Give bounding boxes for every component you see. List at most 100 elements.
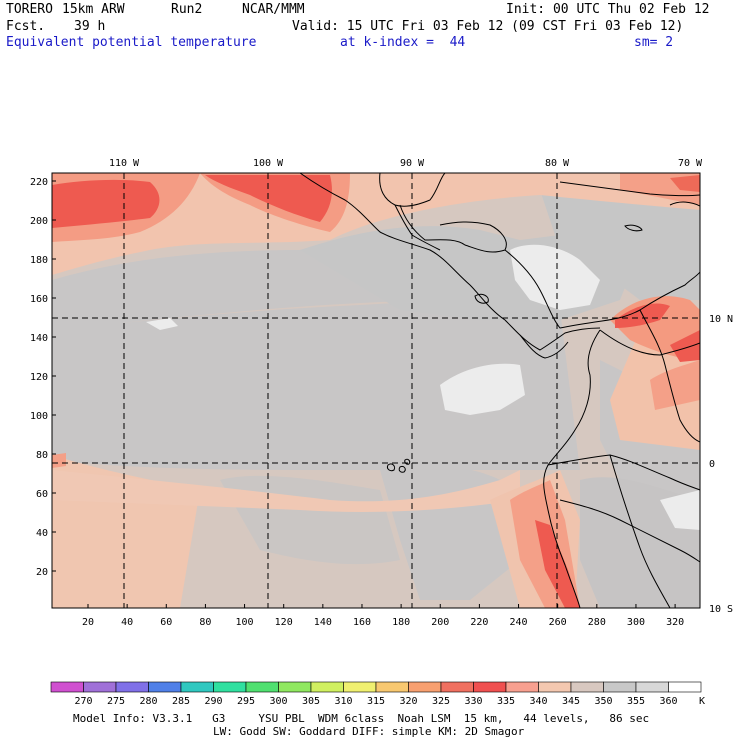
model-info: Model Info: V3.3.1 G3 YSU PBL WDM 6class…: [73, 712, 650, 725]
colorbar-swatch: [635, 681, 669, 693]
colorbar-unit: K: [699, 696, 705, 707]
colorbar-label: 335: [497, 696, 515, 707]
peach-south-belt: [52, 470, 520, 512]
y-tick-label: 40: [36, 528, 48, 539]
y-tick-label: 60: [36, 489, 48, 500]
colorbar-swatch: [83, 681, 117, 693]
colorbar-label: 355: [627, 696, 645, 707]
red-venezuela: [670, 330, 700, 362]
colorbar-label: 320: [399, 696, 417, 707]
colorbar-label: 280: [139, 696, 157, 707]
x-axis-ticks: 20 40 60 80 100 120 140 160 180 200 220 240 260 280 30…: [82, 604, 684, 628]
peach-north: [52, 173, 700, 275]
colorbar-swatch: [603, 681, 637, 693]
x-tick-label: 320: [666, 617, 684, 628]
y-tick-label: 80: [36, 450, 48, 461]
x-tick-label: 120: [275, 617, 293, 628]
forecast-hour: 39 h: [74, 19, 106, 34]
y-tick-label: 160: [30, 294, 48, 305]
grey-patch-ne: [540, 184, 700, 300]
red-nw: [52, 179, 160, 228]
colorbar-swatch: [115, 681, 149, 693]
lat-label: 10 N: [709, 314, 733, 325]
theta-e-field: [52, 173, 700, 608]
model-resolution: 15km ARW: [62, 2, 125, 17]
colorbar-swatch: [668, 681, 702, 693]
caribbean-coast: [504, 249, 700, 329]
lon-label: 90 W: [400, 158, 425, 169]
physics-info: LW: Godd SW: Goddard DIFF: simple KM: 2D…: [213, 725, 525, 738]
border-venezuela: [639, 309, 700, 443]
colorbar-label: 295: [237, 696, 255, 707]
init-time: Init: 00 UTC Thu 02 Feb 12: [506, 2, 710, 17]
model-org: NCAR/MMM: [242, 2, 305, 17]
field-name: Equivalent potential temperature: [6, 35, 257, 50]
white-patch-nica: [510, 244, 600, 310]
longitude-labels: 110 W 100 W 90 W 80 W 70 W: [109, 158, 703, 169]
galapagos: [387, 458, 411, 473]
colorbar-label: 350: [594, 696, 612, 707]
salmon-east-strip: [650, 360, 700, 410]
colorbar-swatch: [408, 681, 442, 693]
jamaica: [624, 224, 643, 232]
colorbar-swatch: [440, 681, 474, 693]
x-tick-label: 60: [160, 617, 172, 628]
lon-label: 100 W: [253, 158, 284, 169]
colorbar-label: 290: [204, 696, 222, 707]
colorbar-swatch: [473, 681, 507, 693]
colorbar-swatch: [148, 681, 182, 693]
coastlines: [299, 173, 700, 608]
smoothing-label: sm= 2: [634, 35, 674, 50]
colorbar-label: 270: [74, 696, 92, 707]
panama-isthmus: [519, 334, 569, 359]
x-tick-label: 220: [470, 617, 488, 628]
y-tick-label: 120: [30, 372, 48, 383]
colorbar-swatch: [213, 681, 247, 693]
colorbar-label: 310: [334, 696, 352, 707]
colorbar-swatch: [310, 681, 344, 693]
map-border: [51, 172, 701, 609]
y-tick-label: 220: [30, 177, 48, 188]
y-axis-ticks: 220 200 180 160 140 120 100 80 60 40 20: [30, 177, 56, 578]
central-america-coast: [299, 173, 601, 351]
lon-label: 80 W: [545, 158, 570, 169]
y-tick-label: 200: [30, 216, 48, 227]
colorbar-swatch: [278, 681, 312, 693]
colorbar-label: 300: [269, 696, 287, 707]
y-tick-label: 100: [30, 411, 48, 422]
colorbar-label: 275: [107, 696, 125, 707]
colorbar-swatch: [375, 681, 409, 693]
colorbar-label: 285: [172, 696, 190, 707]
colorbar-swatch: [180, 681, 214, 693]
valid-time: Valid: 15 UTC Fri 03 Feb 12 (09 CST Fri …: [292, 19, 684, 34]
colorbar-swatch: [538, 681, 572, 693]
colorbar-label: 315: [367, 696, 385, 707]
white-patch-se: [660, 490, 700, 530]
x-tick-label: 140: [314, 617, 332, 628]
lake-nicaragua: [474, 293, 489, 304]
colorbar-label: 325: [432, 696, 450, 707]
cuba: [559, 181, 700, 197]
grid-lines: [52, 173, 700, 608]
colorbar-label: 340: [529, 696, 547, 707]
colorbar-swatch: [245, 681, 279, 693]
border-peru-brazil: [609, 454, 671, 608]
colorbar-label: 345: [562, 696, 580, 707]
x-tick-label: 40: [121, 617, 133, 628]
colorbar-label: 305: [302, 696, 320, 707]
x-tick-label: 160: [353, 617, 371, 628]
colorbar-swatch: [343, 681, 377, 693]
latitude-labels: 10 N 0 10 S: [709, 314, 733, 615]
white-patch-pacific: [440, 363, 525, 415]
border-andes: [559, 499, 700, 563]
lat-label: 0: [709, 459, 715, 470]
colorbar-swatch: [50, 681, 84, 693]
x-tick-label: 240: [510, 617, 528, 628]
x-tick-label: 180: [392, 617, 410, 628]
model-run: Run2: [171, 2, 203, 17]
white-patch-small: [146, 318, 178, 330]
red-ne: [670, 175, 700, 192]
hispaniola: [669, 201, 700, 207]
colorbar-label: 360: [659, 696, 677, 707]
